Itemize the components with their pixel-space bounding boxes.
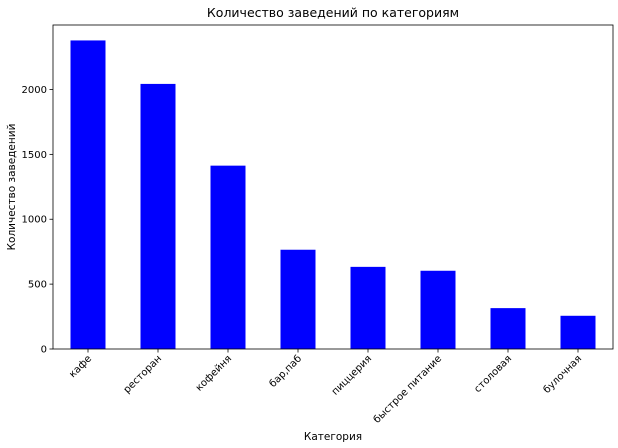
x-axis-label: Категория (304, 431, 362, 443)
x-tick-label: быстрое питание (372, 353, 444, 425)
x-tick-label: пиццерия (330, 353, 374, 397)
y-tick-label: 0 (41, 345, 47, 356)
x-tick-label: кафе (67, 353, 94, 380)
x-tick-label: столовая (472, 353, 514, 395)
bar-7 (560, 315, 596, 349)
bar-1 (140, 83, 176, 349)
y-tick-label: 2000 (22, 85, 47, 96)
bar-0 (70, 40, 106, 350)
x-axis: кафе ресторан кофейня бар,паб пиццериябыстро… (67, 349, 584, 426)
y-axis: 0 500 1000 1500 2000 (22, 85, 53, 356)
y-tick-label: 500 (28, 280, 47, 291)
bar-5 (420, 270, 456, 349)
x-tick-label: бар,паб (268, 353, 305, 390)
bar-4 (350, 266, 386, 349)
x-tick-label: булочная (542, 353, 585, 396)
x-tick-label: кофейня (194, 353, 234, 393)
bars (70, 40, 596, 350)
bar-6 (490, 308, 526, 349)
y-axis-label: Количество заведений (6, 124, 18, 251)
plot-frame (52, 24, 614, 350)
y-tick-label: 1500 (22, 150, 47, 161)
x-tick-label: ресторан (122, 353, 164, 395)
bar-2 (210, 165, 246, 349)
y-tick-label: 1000 (22, 215, 47, 226)
chart-title: Количество заведений по категориям (207, 5, 459, 20)
bar-3 (280, 249, 316, 349)
